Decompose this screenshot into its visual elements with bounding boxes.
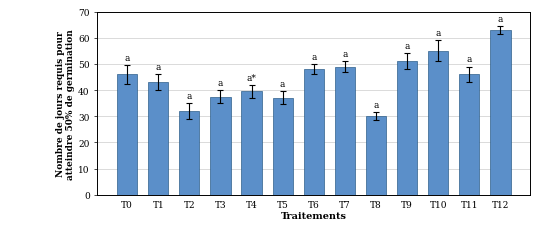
Bar [179, 112, 200, 195]
Text: a: a [311, 52, 316, 62]
X-axis label: Traitements: Traitements [281, 212, 347, 220]
Bar [366, 117, 386, 195]
Bar [459, 75, 479, 195]
Bar [241, 92, 262, 195]
Bar [210, 97, 230, 195]
Bar [148, 83, 168, 195]
Text: a: a [187, 92, 192, 100]
Text: a: a [405, 42, 410, 51]
Text: a: a [466, 55, 472, 64]
Bar [397, 62, 417, 195]
Bar [428, 52, 448, 195]
Y-axis label: Nombre de jours requis pour
atteindre 50% de germination: Nombre de jours requis pour atteindre 50… [56, 29, 75, 179]
Text: a: a [498, 15, 503, 24]
Text: a: a [436, 29, 441, 38]
Text: a: a [373, 101, 379, 110]
Bar [335, 67, 355, 195]
Bar [304, 70, 324, 195]
Text: a: a [218, 78, 223, 88]
Text: a*: a* [247, 74, 256, 82]
Text: a: a [124, 54, 130, 63]
Bar [490, 31, 511, 195]
Bar [117, 75, 137, 195]
Text: a: a [280, 80, 285, 89]
Text: a: a [342, 50, 347, 59]
Text: a: a [156, 63, 161, 72]
Bar [273, 98, 293, 195]
